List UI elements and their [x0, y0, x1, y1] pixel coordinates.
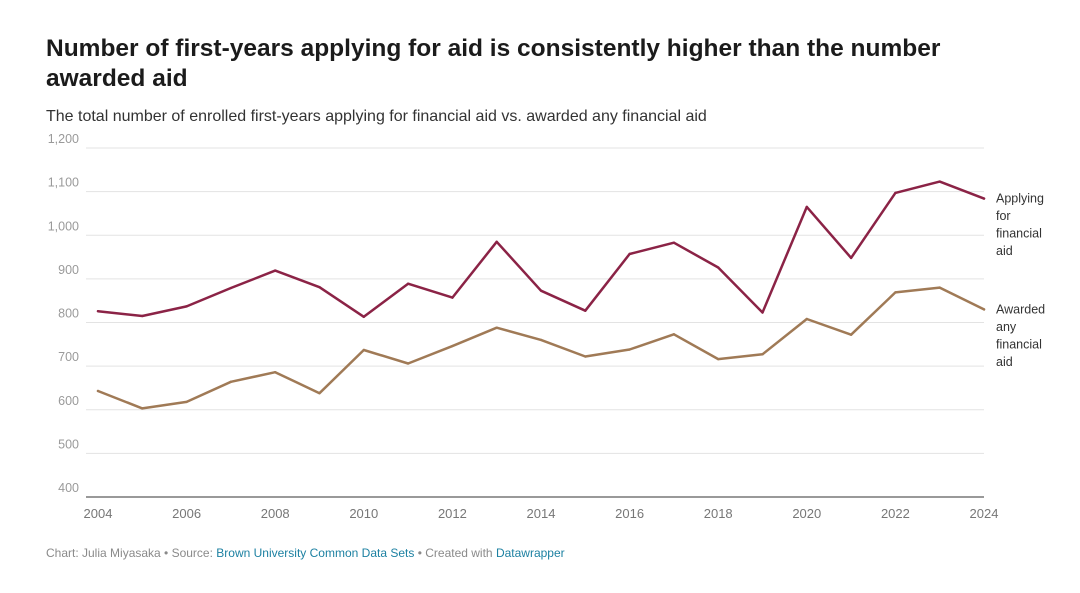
- data-point: [938, 180, 941, 183]
- x-tick-label: 2018: [704, 506, 733, 521]
- data-point: [229, 286, 233, 290]
- data-point: [717, 357, 720, 361]
- x-tick-label: 2020: [792, 506, 821, 521]
- data-point: [539, 338, 543, 342]
- data-point: [274, 371, 277, 374]
- series-label-1: Applying for financial aid: [996, 192, 1044, 258]
- y-tick-label: 400: [58, 481, 79, 495]
- gridlines: [86, 147, 984, 498]
- data-point: [406, 362, 410, 365]
- x-axis-ticks: 2004 2006 2008 2010 2012 2014 2016 2018 2020 2022…: [84, 506, 999, 521]
- footer-created: • Created with: [414, 546, 496, 560]
- data-point: [894, 291, 897, 294]
- data-point: [318, 285, 321, 289]
- data-point: [495, 240, 498, 243]
- x-tick-label: 2008: [261, 506, 290, 521]
- data-point: [451, 296, 454, 299]
- source-link[interactable]: Brown University Common Data Sets: [216, 546, 415, 560]
- data-point: [628, 252, 631, 256]
- data-point: [318, 391, 321, 395]
- data-point: [938, 286, 941, 289]
- y-tick-label: 500: [58, 437, 79, 451]
- data-point: [495, 326, 498, 329]
- y-axis-ticks: 400 500 600 700 800 900 1,000 1,100 1,200: [48, 132, 79, 495]
- data-point: [761, 311, 764, 314]
- data-point: [717, 266, 720, 269]
- data-point: [141, 407, 144, 410]
- x-tick-label: 2024: [970, 506, 999, 521]
- x-tick-label: 2022: [881, 506, 910, 521]
- y-tick-label: 700: [58, 350, 79, 364]
- footer-credit: Chart: Julia Miyasaka • Source:: [46, 546, 217, 560]
- x-tick-label: 2006: [172, 506, 201, 521]
- x-tick-label: 2010: [349, 506, 378, 521]
- data-point: [96, 309, 100, 313]
- series-line-1: [96, 180, 986, 319]
- data-point: [584, 355, 587, 358]
- y-tick-label: 600: [58, 394, 79, 408]
- datawrapper-link[interactable]: Datawrapper: [495, 546, 565, 560]
- data-point: [584, 309, 587, 312]
- data-point: [185, 400, 188, 404]
- y-tick-label: 800: [58, 307, 79, 321]
- y-tick-label: 900: [58, 263, 79, 277]
- data-point: [849, 333, 853, 336]
- data-point: [628, 348, 631, 351]
- y-tick-label: 1,000: [48, 219, 79, 233]
- chart-title: Number of first-years applying for aid i…: [46, 35, 941, 92]
- data-point: [982, 308, 986, 311]
- data-point: [849, 256, 853, 260]
- x-tick-label: 2012: [438, 506, 467, 521]
- data-point: [141, 314, 144, 318]
- data-point: [805, 317, 808, 321]
- data-point: [894, 191, 897, 195]
- data-point: [982, 197, 986, 200]
- data-point: [229, 380, 233, 384]
- data-point: [672, 333, 676, 336]
- data-point: [672, 241, 676, 244]
- data-point: [362, 348, 365, 352]
- chart-subtitle: The total number of enrolled first-years…: [46, 108, 707, 125]
- chart-footer: Chart: Julia Miyasaka • Source: Brown Un…: [46, 546, 565, 560]
- x-tick-label: 2016: [615, 506, 644, 521]
- data-point: [451, 344, 454, 348]
- series-lines: [96, 180, 986, 410]
- y-tick-label: 1,100: [48, 176, 79, 190]
- data-point: [761, 353, 764, 356]
- data-point: [362, 315, 365, 319]
- x-tick-label: 2014: [527, 506, 556, 521]
- series-label-2: Awarded any financial aid: [996, 302, 1045, 369]
- data-point: [539, 289, 543, 292]
- y-tick-label: 1,200: [48, 132, 79, 146]
- series-labels: Applying for financial aid Awarded any financi…: [996, 192, 1045, 369]
- data-point: [406, 282, 410, 285]
- series-line-2: [96, 286, 986, 410]
- data-point: [805, 205, 808, 209]
- data-point: [185, 305, 188, 308]
- x-tick-label: 2004: [84, 506, 113, 521]
- data-point: [274, 269, 277, 272]
- data-point: [96, 389, 100, 393]
